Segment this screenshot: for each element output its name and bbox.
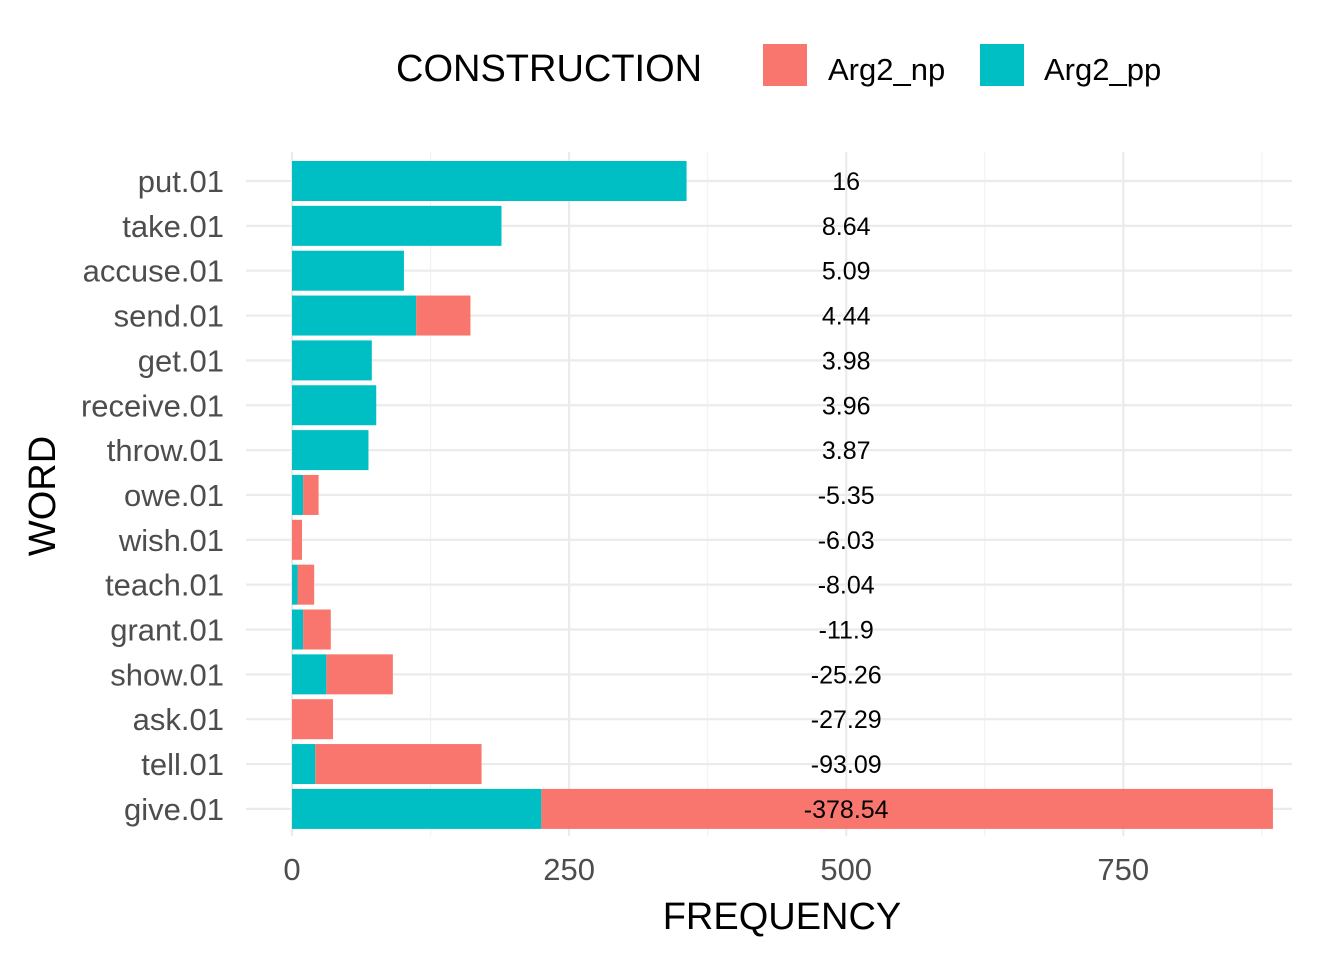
value-label-receive-01: 3.96 xyxy=(822,392,871,420)
y-tick-label-take-01: take.01 xyxy=(122,209,224,244)
bar-arg2-pp-receive-01 xyxy=(292,385,376,425)
y-tick-label-wish-01: wish.01 xyxy=(118,523,224,558)
y-tick-label-show-01: show.01 xyxy=(110,657,224,692)
value-label-send-01: 4.44 xyxy=(822,303,871,331)
legend-swatch-arg2-pp xyxy=(980,44,1024,86)
value-label-tell-01: -93.09 xyxy=(811,751,882,779)
x-tick-label-750: 750 xyxy=(1097,852,1149,887)
y-tick-label-send-01: send.01 xyxy=(114,299,224,334)
bar-arg2-np-show-01 xyxy=(326,654,393,694)
axis-layer: put.01 take.01 accuse.01 send.01 get.01 recei… xyxy=(81,164,1149,887)
y-tick-label-give-01: give.01 xyxy=(124,792,224,827)
y-tick-label-grant-01: grant.01 xyxy=(110,613,224,648)
bar-arg2-np-give-01 xyxy=(541,789,1273,829)
bar-arg2-np-grant-01 xyxy=(303,610,331,650)
value-label-throw-01: 3.87 xyxy=(822,437,871,465)
legend-label-arg2-pp: Arg2_pp xyxy=(1044,52,1161,87)
bar-arg2-pp-accuse-01 xyxy=(292,251,404,291)
bar-arg2-pp-show-01 xyxy=(292,654,326,694)
y-tick-label-put-01: put.01 xyxy=(138,164,224,199)
legend: CONSTRUCTION Arg2_np Arg2_pp xyxy=(396,44,1161,90)
value-label-give-01: -378.54 xyxy=(804,796,889,824)
bar-arg2-pp-put-01 xyxy=(292,161,687,201)
value-label-accuse-01: 5.09 xyxy=(822,258,871,286)
bar-arg2-pp-send-01 xyxy=(292,296,416,336)
value-label-wish-01: -6.03 xyxy=(818,527,875,555)
value-label-take-01: 8.64 xyxy=(822,213,871,241)
value-label-grant-01: -11.9 xyxy=(819,617,874,645)
value-label-get-01: 3.98 xyxy=(822,347,871,375)
y-tick-label-owe-01: owe.01 xyxy=(124,478,224,513)
y-axis-title: WORD xyxy=(22,436,64,556)
x-tick-label-500: 500 xyxy=(820,852,872,887)
y-tick-label-receive-01: receive.01 xyxy=(81,388,224,423)
bar-arg2-pp-take-01 xyxy=(292,206,501,246)
y-tick-label-tell-01: tell.01 xyxy=(141,747,224,782)
value-label-ask-01: -27.29 xyxy=(811,706,882,734)
bar-arg2-np-tell-01 xyxy=(315,744,481,784)
legend-swatch-arg2-np xyxy=(763,44,807,86)
bar-arg2-pp-teach-01 xyxy=(292,565,298,605)
x-tick-label-250: 250 xyxy=(543,852,595,887)
value-label-show-01: -25.26 xyxy=(811,661,882,689)
x-axis-title: FREQUENCY xyxy=(663,896,902,938)
value-label-put-01: 16 xyxy=(832,168,860,196)
x-tick-label-0: 0 xyxy=(283,852,300,887)
bar-arg2-pp-grant-01 xyxy=(292,610,303,650)
bar-arg2-pp-get-01 xyxy=(292,340,372,380)
value-label-owe-01: -5.35 xyxy=(818,482,875,510)
y-tick-label-get-01: get.01 xyxy=(138,343,224,378)
bar-arg2-pp-owe-01 xyxy=(292,475,303,515)
bar-arg2-pp-throw-01 xyxy=(292,430,368,470)
bar-arg2-np-owe-01 xyxy=(303,475,319,515)
bar-arg2-np-ask-01 xyxy=(292,699,333,739)
legend-title: CONSTRUCTION xyxy=(396,48,702,90)
bar-arg2-pp-tell-01 xyxy=(292,744,315,784)
y-tick-label-teach-01: teach.01 xyxy=(105,568,224,603)
bar-arg2-np-send-01 xyxy=(416,296,470,336)
y-tick-label-throw-01: throw.01 xyxy=(107,433,224,468)
value-label-teach-01: -8.04 xyxy=(818,572,875,600)
bar-arg2-np-teach-01 xyxy=(298,565,315,605)
y-tick-label-ask-01: ask.01 xyxy=(133,702,224,737)
bar-arg2-pp-give-01 xyxy=(292,789,541,829)
bar-arg2-np-wish-01 xyxy=(292,520,302,560)
legend-label-arg2-np: Arg2_np xyxy=(828,52,945,87)
y-tick-label-accuse-01: accuse.01 xyxy=(83,254,224,289)
